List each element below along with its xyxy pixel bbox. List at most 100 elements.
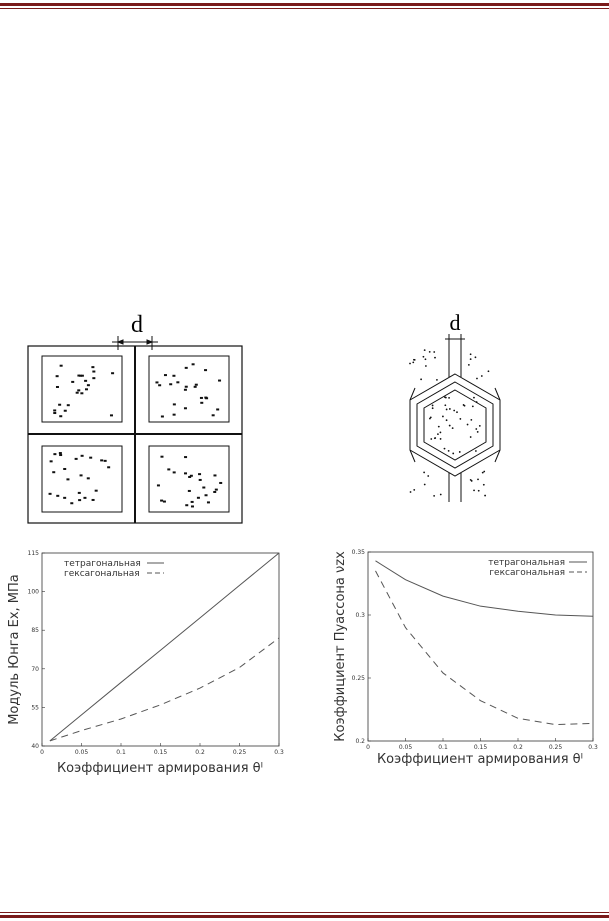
fiber	[172, 471, 176, 474]
fiber	[467, 364, 470, 366]
x-tick-label: 0.1	[116, 749, 126, 756]
x-tick-label: 0.05	[399, 744, 413, 751]
fiber	[481, 471, 484, 474]
y-tick-label: 40	[31, 743, 39, 750]
fiber	[480, 375, 483, 377]
fiber	[160, 499, 164, 502]
fiber	[184, 366, 188, 369]
fiber	[78, 499, 82, 502]
fiber	[445, 408, 448, 411]
fiber	[160, 415, 164, 418]
y-axis-label: Модуль Юнга Ex, МПа	[7, 574, 22, 725]
x-tick-label: 0.1	[438, 744, 448, 751]
fiber	[474, 356, 477, 359]
legend-label: тетрагональная	[64, 559, 141, 569]
fiber	[218, 379, 222, 382]
fiber	[463, 404, 466, 407]
legend-label: тетрагональная	[488, 558, 565, 568]
fiber	[431, 404, 434, 407]
x-tick-label: 0.3	[274, 749, 284, 756]
fiber	[89, 456, 93, 459]
fiber	[49, 460, 53, 463]
fiber	[204, 369, 208, 372]
fiber	[428, 417, 431, 420]
fiber	[53, 409, 57, 412]
fiber	[413, 488, 416, 491]
fiber	[55, 385, 59, 388]
x-tick-label: 0.3	[588, 744, 598, 751]
fiber	[469, 353, 472, 356]
fiber	[471, 405, 474, 408]
fiber	[213, 474, 217, 477]
fiber	[423, 349, 426, 352]
legend-label: гексагональная	[64, 569, 140, 579]
fiber	[172, 403, 176, 406]
series-line	[49, 637, 280, 742]
fiber	[475, 428, 478, 430]
fiber	[196, 496, 200, 499]
fiber	[189, 474, 193, 477]
fiber	[59, 364, 63, 367]
fiber	[176, 381, 180, 384]
fiber	[169, 383, 173, 386]
fiber	[204, 494, 208, 497]
fiber	[80, 454, 84, 457]
series-line	[375, 570, 594, 726]
fiber	[424, 365, 427, 367]
fiber	[423, 483, 426, 486]
dimension-label: d	[450, 310, 461, 335]
fiber	[198, 473, 202, 476]
fiber	[433, 351, 436, 353]
series-line	[49, 552, 280, 742]
fiber	[211, 414, 215, 417]
fiber	[424, 358, 427, 361]
y-tick-label: 0.25	[352, 675, 366, 682]
fiber	[77, 374, 81, 377]
fiber	[204, 396, 208, 399]
fiber	[422, 355, 425, 358]
fiber	[184, 472, 188, 475]
fiber	[86, 477, 90, 480]
fiber	[155, 381, 159, 384]
fiber	[452, 452, 455, 455]
fiber	[448, 408, 451, 410]
fiber	[191, 363, 195, 366]
fiber	[84, 379, 88, 382]
fiber	[58, 452, 62, 455]
fiber	[188, 475, 192, 478]
hexagonal-diagram	[409, 334, 501, 502]
fiber	[185, 504, 189, 507]
fiber	[475, 401, 478, 403]
fiber	[92, 377, 96, 380]
fiber	[437, 433, 439, 436]
fiber	[63, 409, 67, 412]
y-tick-label: 55	[31, 704, 39, 711]
fiber	[439, 438, 442, 440]
fiber	[86, 384, 90, 387]
fiber	[55, 375, 59, 378]
y-tick-label: 85	[31, 627, 39, 634]
fiber	[448, 396, 450, 399]
x-tick-label: 0.15	[154, 749, 168, 756]
fiber	[79, 374, 83, 377]
fiber	[107, 466, 111, 469]
fiber	[183, 388, 187, 391]
x-tick-label: 0.2	[513, 744, 523, 751]
fiber	[53, 453, 57, 456]
x-tick-label: 0.25	[549, 744, 563, 751]
fiber	[206, 501, 210, 504]
fiber	[478, 424, 481, 427]
fiber	[48, 492, 52, 495]
y-tick-label: 100	[28, 589, 40, 596]
fiber	[193, 385, 197, 388]
fiber	[409, 491, 412, 493]
fiber	[431, 407, 434, 410]
fiber	[469, 436, 472, 438]
fiber	[216, 408, 220, 411]
fiber	[66, 404, 70, 407]
fiber	[199, 396, 203, 399]
fiber	[52, 471, 56, 474]
fiber	[172, 413, 176, 416]
top-rule-thin	[0, 8, 609, 9]
y-tick-label: 0.35	[352, 549, 366, 556]
